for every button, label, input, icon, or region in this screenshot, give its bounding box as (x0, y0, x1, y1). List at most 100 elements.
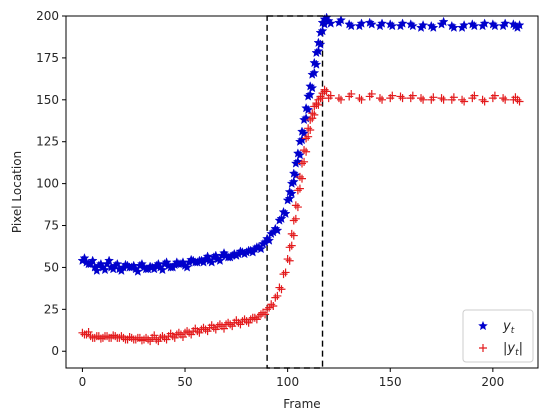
data-point (195, 328, 204, 337)
data-point (377, 18, 387, 28)
data-point (293, 203, 302, 212)
data-point (170, 333, 179, 342)
legend-label-subscript: t (511, 326, 515, 336)
data-point (206, 257, 217, 267)
data-point (91, 265, 102, 275)
axes-frame (65, 15, 539, 369)
series-layer (77, 12, 525, 346)
data-point (84, 327, 93, 336)
data-point (96, 334, 105, 343)
data-point (407, 20, 418, 31)
data-point (439, 95, 448, 104)
data-point (137, 336, 146, 345)
data-point (306, 125, 315, 134)
data-point (202, 251, 213, 261)
data-point (285, 256, 294, 265)
data-point (226, 320, 235, 329)
data-point (265, 303, 274, 312)
data-point (264, 235, 275, 245)
data-point (388, 91, 397, 100)
data-point (449, 93, 458, 102)
data-point (132, 266, 143, 276)
legend-label-main: |y (503, 341, 515, 356)
data-point (315, 39, 326, 49)
data-point (209, 323, 218, 332)
data-point (302, 134, 311, 143)
data-point (289, 216, 298, 225)
data-point (168, 332, 177, 341)
data-point (304, 124, 313, 133)
data-point (295, 149, 305, 160)
data-point (252, 315, 261, 324)
data-point (87, 255, 98, 265)
data-point (490, 20, 500, 31)
data-point (272, 225, 283, 235)
data-point (311, 59, 322, 69)
data-point (417, 94, 426, 103)
legend-label: yt (502, 319, 515, 336)
data-point (293, 186, 302, 195)
data-point (326, 91, 335, 100)
data-point (290, 170, 301, 180)
data-point (119, 333, 128, 342)
data-point (387, 20, 398, 31)
data-point (355, 94, 364, 103)
data-point (269, 301, 278, 310)
data-point (336, 15, 346, 25)
y-axis-label: Pixel Location (10, 151, 24, 233)
data-point (314, 95, 323, 104)
data-point (356, 18, 367, 28)
data-point (152, 335, 161, 344)
data-point (150, 331, 159, 340)
data-point (367, 89, 376, 98)
y-tick-label: 75 (44, 219, 59, 233)
data-point (480, 97, 489, 106)
y-tick-label: 25 (44, 302, 59, 316)
data-point (437, 94, 446, 103)
data-point (277, 285, 286, 294)
data-point (259, 308, 268, 317)
data-point (513, 95, 522, 104)
data-point (267, 300, 276, 309)
data-point (254, 312, 263, 321)
data-point (162, 335, 171, 344)
legend-items: yt|yt| (478, 319, 523, 358)
data-point (275, 283, 284, 292)
data-point (306, 115, 315, 124)
data-point (316, 92, 325, 101)
data-point (112, 258, 123, 269)
series-y-t (77, 12, 525, 276)
data-point (276, 213, 287, 223)
data-point (236, 320, 245, 329)
data-point (289, 231, 298, 240)
data-point (187, 330, 196, 339)
data-point (261, 310, 270, 319)
legend-marker (479, 344, 487, 352)
data-point (131, 335, 140, 344)
data-point (78, 328, 87, 337)
data-point (303, 104, 314, 115)
data-point (284, 193, 295, 203)
data-point (307, 82, 318, 93)
data-point (357, 95, 366, 104)
y-axis-ticks: 0 25 50 75 100 125 150 175 200 (36, 9, 66, 358)
data-point (460, 97, 469, 106)
data-point (300, 146, 309, 155)
data-point (418, 20, 428, 30)
data-point (514, 20, 525, 30)
y-tick-label: 200 (36, 9, 59, 23)
data-point (211, 325, 220, 334)
data-point (146, 337, 155, 346)
data-point (317, 25, 328, 36)
data-point (178, 332, 187, 341)
data-point (397, 18, 408, 28)
x-axis-label: Frame (283, 397, 320, 411)
data-point (305, 89, 316, 99)
data-point (103, 332, 112, 341)
data-point (378, 95, 387, 104)
data-point (242, 317, 251, 326)
data-point (295, 184, 304, 193)
data-point (438, 16, 449, 27)
y-tick-label: 125 (36, 135, 59, 149)
data-point (90, 333, 99, 342)
